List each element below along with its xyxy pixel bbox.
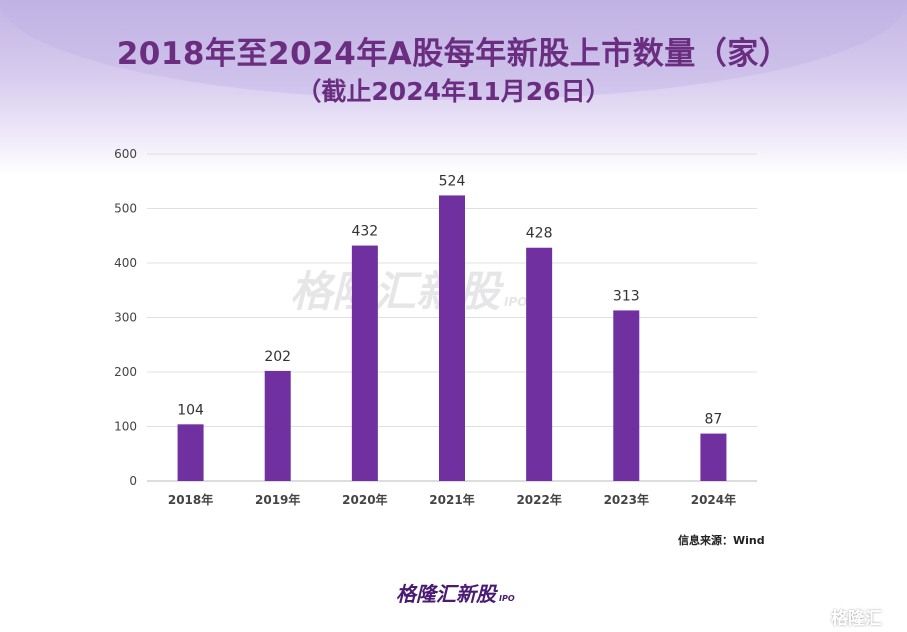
y-tick-label: 300 bbox=[114, 311, 137, 325]
bar bbox=[613, 310, 640, 481]
data-label: 104 bbox=[177, 402, 204, 418]
y-tick-label: 0 bbox=[129, 474, 137, 488]
y-tick-label: 200 bbox=[114, 365, 137, 379]
x-tick-label: 2021年 bbox=[429, 492, 474, 507]
logo: 格隆汇新股 IPO bbox=[396, 582, 515, 606]
y-tick-label: 400 bbox=[114, 256, 137, 270]
x-tick-label: 2020年 bbox=[342, 492, 387, 507]
y-tick-label: 100 bbox=[114, 420, 137, 434]
bar bbox=[264, 370, 291, 481]
bar bbox=[439, 195, 465, 482]
y-tick-label: 500 bbox=[114, 202, 137, 216]
data-label: 524 bbox=[439, 173, 466, 189]
source-note: 信息来源：Wind bbox=[678, 534, 765, 547]
bar bbox=[526, 247, 553, 481]
bar bbox=[700, 433, 727, 481]
bar bbox=[351, 245, 378, 481]
x-tick-label: 2022年 bbox=[516, 492, 561, 507]
chart-title: 2018年至2024年A股每年新股上市数量（家） bbox=[116, 36, 791, 72]
x-tick-label: 2019年 bbox=[255, 492, 300, 507]
watermark: 格隆汇新股 IPO bbox=[290, 267, 528, 316]
data-label: 87 bbox=[705, 412, 723, 428]
chart-subtitle: （截止2024年11月26日） bbox=[296, 77, 611, 106]
data-label: 432 bbox=[351, 224, 378, 240]
x-tick-label: 2024年 bbox=[691, 492, 736, 507]
x-tick-label: 2018年 bbox=[168, 492, 213, 507]
data-label: 313 bbox=[613, 288, 640, 304]
data-label: 202 bbox=[264, 349, 291, 365]
data-label: 428 bbox=[526, 226, 553, 242]
corner-watermark: 格隆汇 bbox=[831, 609, 882, 629]
x-tick-label: 2023年 bbox=[604, 492, 649, 507]
y-tick-label: 600 bbox=[114, 147, 137, 161]
bar bbox=[177, 424, 204, 481]
